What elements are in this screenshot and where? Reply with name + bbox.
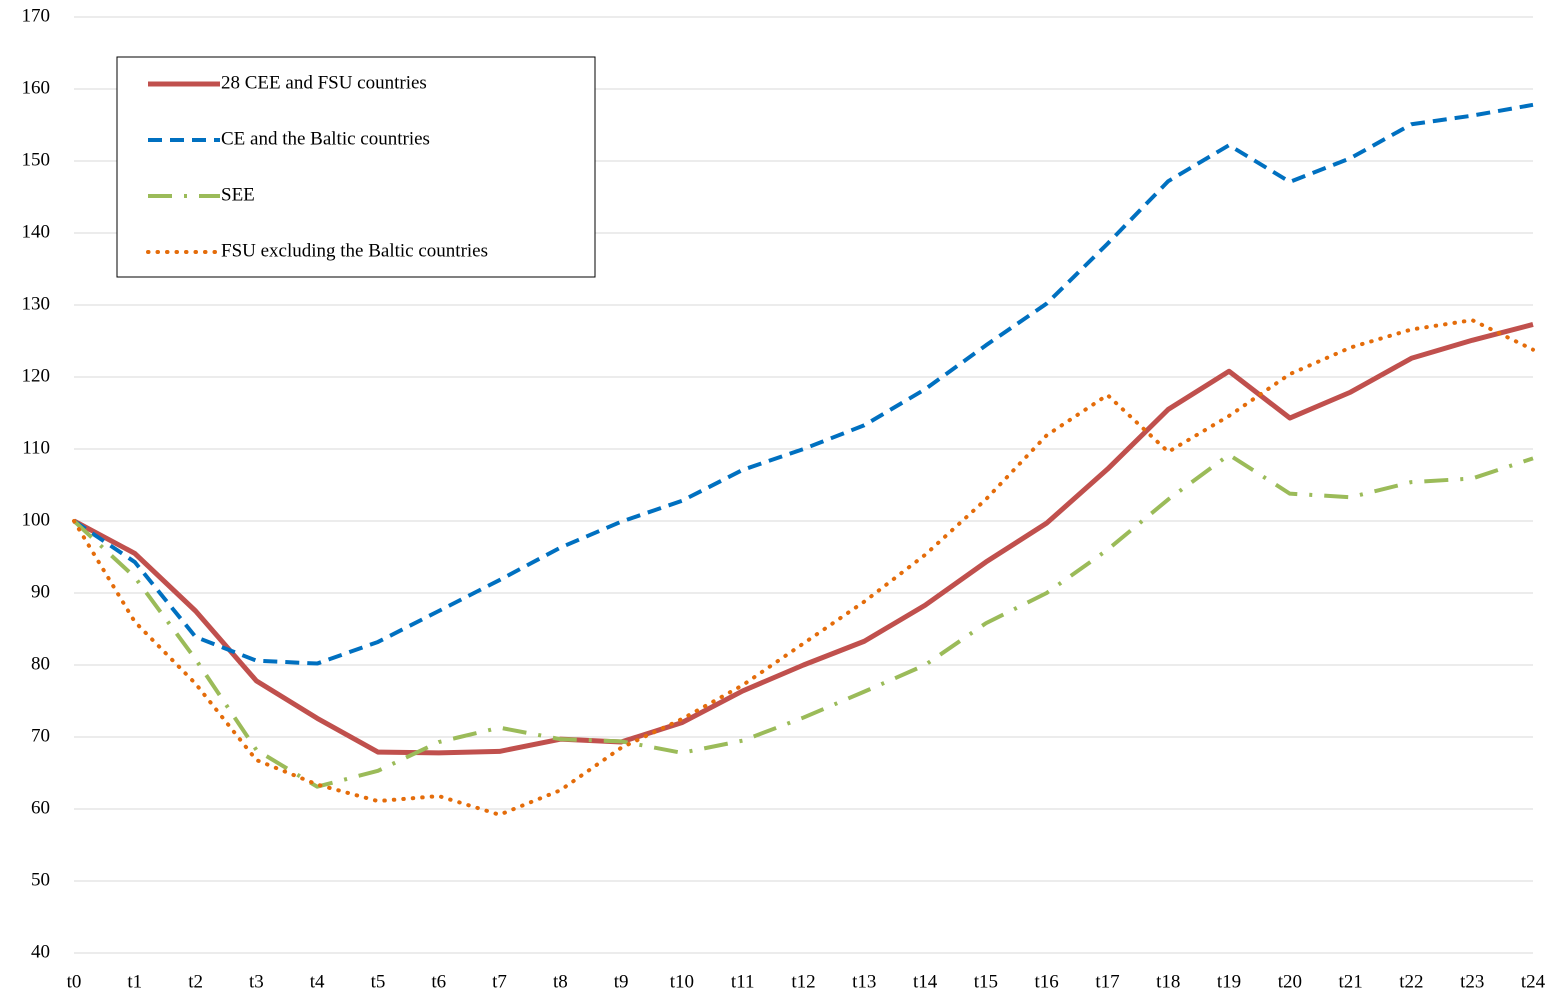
x-tick-label: t16 xyxy=(1035,971,1059,992)
x-tick-label: t23 xyxy=(1460,971,1484,992)
legend-box xyxy=(116,56,596,278)
x-tick-label: t0 xyxy=(67,971,82,992)
x-tick-label: t3 xyxy=(249,971,264,992)
x-tick-label: t10 xyxy=(670,971,694,992)
x-tick-label: t4 xyxy=(310,971,325,992)
x-tick-label: t2 xyxy=(188,971,203,992)
x-tick-label: t18 xyxy=(1156,971,1180,992)
legend-label: CE and the Baltic countries xyxy=(221,128,430,149)
y-tick-label: 70 xyxy=(31,725,50,746)
y-tick-label: 60 xyxy=(31,797,50,818)
y-tick-label: 120 xyxy=(22,365,51,386)
y-tick-label: 80 xyxy=(31,653,50,674)
x-tick-label: t1 xyxy=(127,971,142,992)
legend-label: FSU excluding the Baltic countries xyxy=(221,240,488,261)
y-tick-label: 110 xyxy=(22,437,50,458)
x-tick-label: t22 xyxy=(1399,971,1423,992)
y-tick-label: 170 xyxy=(22,5,51,26)
series-line xyxy=(72,102,1534,666)
y-tick-label: 160 xyxy=(22,77,51,98)
x-tick-label: t11 xyxy=(731,971,755,992)
y-tick-label: 130 xyxy=(22,293,51,314)
y-tick-label: 90 xyxy=(31,581,50,602)
y-tick-label: 50 xyxy=(31,869,50,890)
x-tick-label: t6 xyxy=(431,971,446,992)
x-tick-label: t21 xyxy=(1338,971,1362,992)
x-tick-label: t5 xyxy=(371,971,386,992)
y-tick-label: 100 xyxy=(22,509,51,530)
legend-label: SEE xyxy=(221,184,255,205)
x-tick-label: t7 xyxy=(492,971,507,992)
x-tick-label: t24 xyxy=(1521,971,1546,992)
x-tick-label: t20 xyxy=(1278,971,1302,992)
y-tick-label: 40 xyxy=(31,941,50,962)
legend-label: 28 CEE and FSU countries xyxy=(221,72,427,93)
x-tick-label: t12 xyxy=(791,971,815,992)
y-tick-label: 150 xyxy=(22,149,51,170)
y-tick-label: 140 xyxy=(22,221,51,242)
x-tick-label: t13 xyxy=(852,971,876,992)
series-line xyxy=(72,452,1534,789)
x-tick-label: t15 xyxy=(974,971,998,992)
series-line xyxy=(72,322,1534,756)
series-line xyxy=(72,318,1535,817)
x-tick-label: t19 xyxy=(1217,971,1241,992)
x-tick-label: t17 xyxy=(1095,971,1119,992)
x-tick-label: t8 xyxy=(553,971,568,992)
x-tick-label: t9 xyxy=(614,971,629,992)
x-tick-label: t14 xyxy=(913,971,938,992)
